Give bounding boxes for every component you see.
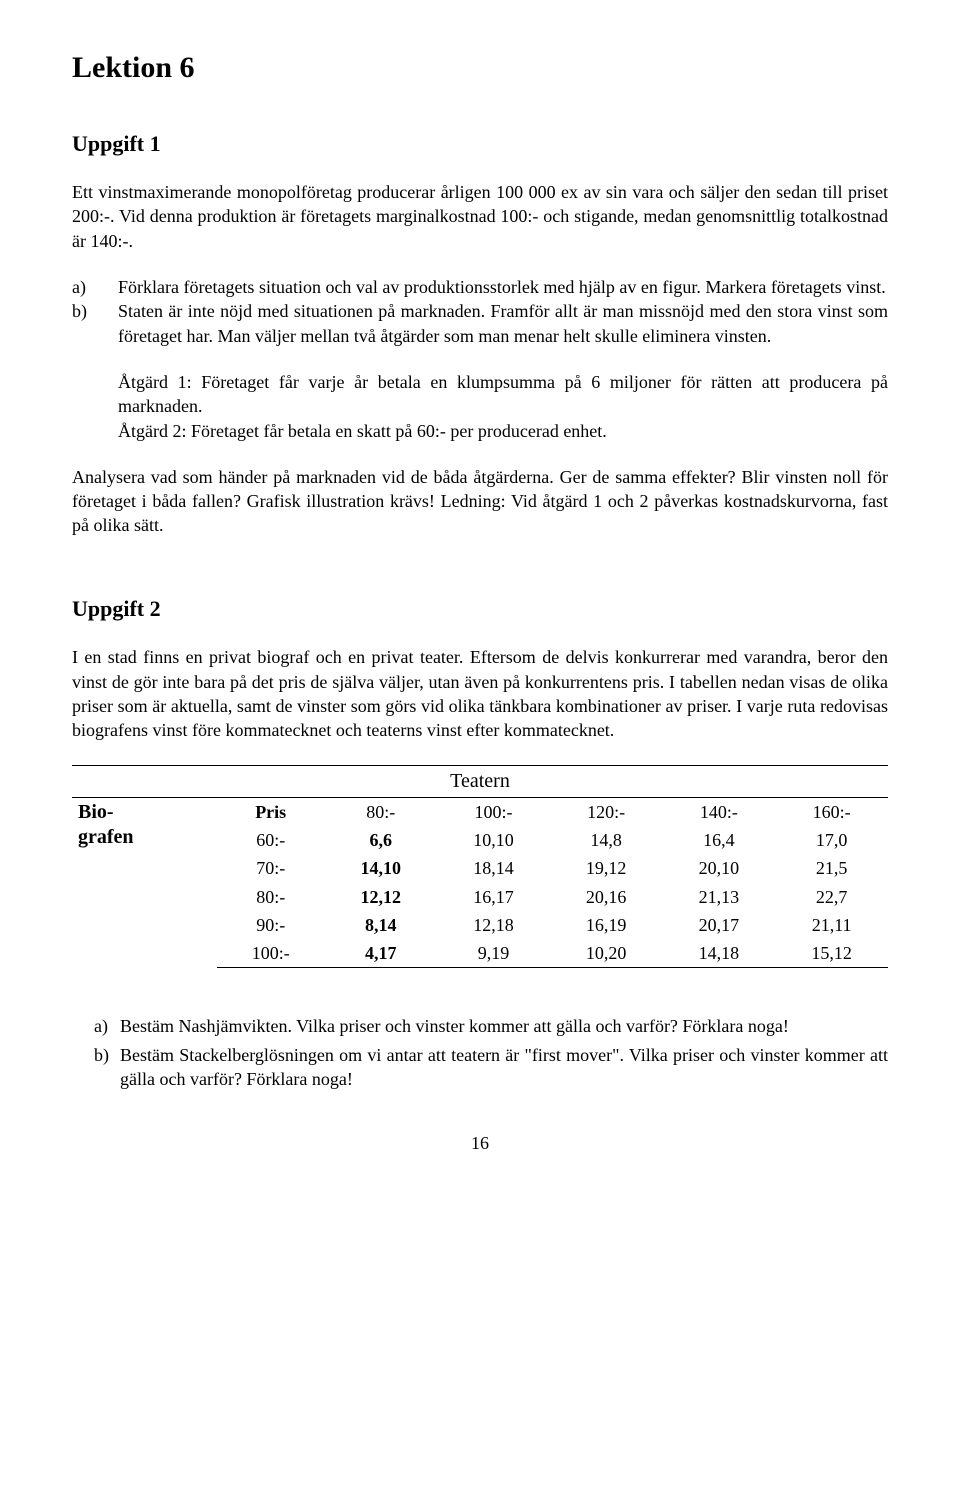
uppgift2-b-text: Bestäm Stackelberglösningen om vi antar … [120,1043,888,1092]
row-h-4: 100:- [217,939,324,968]
uppgift2-questions: a) Bestäm Nashjämvikten. Vilka priser oc… [72,1014,888,1091]
cell: 21,11 [775,911,888,939]
page-number: 16 [72,1131,888,1155]
cell: 14,18 [663,939,776,968]
row-h-0: 60:- [217,826,324,854]
cell: 14,8 [550,826,663,854]
cell: 17,0 [775,826,888,854]
uppgift2-a-text: Bestäm Nashjämvikten. Vilka priser och v… [120,1014,888,1038]
atgard-1: Åtgärd 1: Företaget får varje år betala … [118,370,888,419]
cell: 14,10 [324,854,437,882]
cell: 10,20 [550,939,663,968]
teatern-label: Teatern [72,765,888,797]
cell: 16,19 [550,911,663,939]
cell: 21,13 [663,883,776,911]
biografen-label: Bio-grafen [72,797,217,968]
cell: 20,17 [663,911,776,939]
cell: 22,7 [775,883,888,911]
cell: 12,18 [437,911,550,939]
uppgift1-b-text: Staten är inte nöjd med situationen på m… [118,299,888,348]
payoff-table: Teatern Bio-grafen Pris 80:- 100:- 120:-… [72,765,888,969]
pris-label: Pris [217,797,324,826]
col-h-0: 80:- [324,797,437,826]
cell: 12,12 [324,883,437,911]
cell: 21,5 [775,854,888,882]
uppgift1-list: a) Förklara företagets situation och val… [72,275,888,348]
cell: 4,17 [324,939,437,968]
uppgift1-intro: Ett vinstmaximerande monopolföretag prod… [72,180,888,253]
uppgift1-heading: Uppgift 1 [72,129,888,159]
cell: 19,12 [550,854,663,882]
uppgift1-a-text: Förklara företagets situation och val av… [118,275,888,299]
row-h-2: 80:- [217,883,324,911]
uppgift2-intro: I en stad finns en privat biograf och en… [72,645,888,742]
cell: 20,10 [663,854,776,882]
uppgift2-heading: Uppgift 2 [72,594,888,624]
row-h-3: 90:- [217,911,324,939]
page-title: Lektion 6 [72,48,888,89]
cell: 6,6 [324,826,437,854]
cell: 20,16 [550,883,663,911]
uppgift2-b-label: b) [94,1043,120,1092]
uppgift1-b-label: b) [72,299,118,348]
col-h-3: 140:- [663,797,776,826]
col-h-4: 160:- [775,797,888,826]
uppgift2-a-label: a) [94,1014,120,1038]
atgard-2: Åtgärd 2: Företaget får betala en skatt … [118,419,888,443]
uppgift1-a-label: a) [72,275,118,299]
row-h-1: 70:- [217,854,324,882]
cell: 16,4 [663,826,776,854]
table-header-row: Bio-grafen Pris 80:- 100:- 120:- 140:- 1… [72,797,888,826]
cell: 9,19 [437,939,550,968]
cell: 15,12 [775,939,888,968]
col-h-1: 100:- [437,797,550,826]
cell: 8,14 [324,911,437,939]
cell: 16,17 [437,883,550,911]
col-h-2: 120:- [550,797,663,826]
uppgift1-atgarder: Åtgärd 1: Företaget får varje år betala … [118,370,888,443]
cell: 18,14 [437,854,550,882]
cell: 10,10 [437,826,550,854]
uppgift1-analys: Analysera vad som händer på marknaden vi… [72,465,888,538]
